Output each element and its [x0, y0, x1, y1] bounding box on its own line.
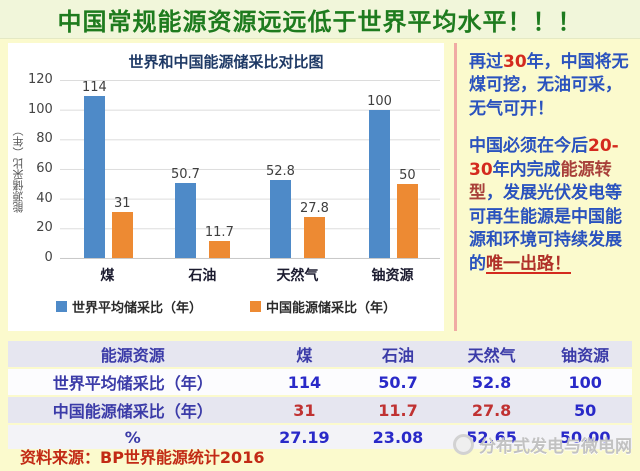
- chart-legend: 世界平均储采比（年） 中国能源储采比（年）: [12, 297, 440, 316]
- cell-world-oil: 50.7: [351, 367, 445, 396]
- chart-body: 能源储采比（年） 120 100 80 60 40 20 0 114: [12, 72, 440, 285]
- content-row: 世界和中国能源储采比对比图 能源储采比（年） 120 100 80 60 40 …: [8, 43, 634, 331]
- chart-title: 世界和中国能源储采比对比图: [128, 53, 324, 71]
- table-row: 世界平均储采比（年） 114 50.7 52.8 100: [8, 367, 632, 396]
- bar-group-oil: 50.7 11.7: [155, 80, 250, 258]
- cell-percent-oil: 23.08: [351, 423, 445, 449]
- bar-group-coal: 114 31: [60, 80, 155, 258]
- bar-china-uranium: 50: [396, 80, 418, 258]
- text-segment: ，发展光伏发电等可再生能源是中国能源和环境可持续发展的: [469, 183, 622, 274]
- energy-data-table: 能源资源 煤 石油 天然气 铀资源 世界平均储采比（年） 114 50.7 52…: [8, 339, 632, 449]
- bar-china-coal-rect: [111, 212, 133, 258]
- bar-world-coal: 114: [82, 80, 107, 258]
- row-label-china: 中国能源储采比（年）: [8, 395, 258, 424]
- commentary-panel: 再过30年，中国将无煤可挖，无油可采，无气可开！ 中国必须在今后20-30年内完…: [454, 43, 634, 331]
- table-row: 中国能源储采比（年） 31 11.7 27.8 50: [8, 395, 632, 424]
- header-coal: 煤: [257, 339, 352, 368]
- bar-value-label: 50: [399, 167, 416, 183]
- bar-world-oil: 50.7: [171, 80, 200, 258]
- legend-item-world: 世界平均储采比（年）: [55, 297, 202, 316]
- cell-world-gas: 52.8: [444, 367, 539, 396]
- highlight-20-30-years: 20-30: [469, 136, 619, 180]
- category-axis: 煤 石油 天然气 铀资源: [60, 265, 440, 285]
- chart-panel: 世界和中国能源储采比对比图 能源储采比（年） 120 100 80 60 40 …: [8, 43, 444, 331]
- y-axis-label: 能源储采比（年）: [12, 125, 25, 213]
- table-header-row: 能源资源 煤 石油 天然气 铀资源: [8, 339, 632, 368]
- text-segment: 年，中国将无煤可挖，无油可采，无气可开！: [469, 52, 629, 119]
- legend-swatch-china-icon: [250, 301, 261, 312]
- legend-label-world: 世界平均储采比（年）: [71, 301, 202, 316]
- bar-china-gas-rect: [303, 216, 325, 258]
- plot-wrap: 114 31 50.7: [59, 80, 440, 285]
- y-axis-ticks: 120 100 80 60 40 20 0: [28, 72, 53, 265]
- legend-label-china: 中国能源储采比（年）: [266, 301, 397, 316]
- category-gas: 天然气: [276, 268, 319, 284]
- bar-world-gas-rect: [269, 179, 291, 258]
- bar-china-oil-rect: [208, 240, 230, 258]
- bar-value-label: 50.7: [170, 166, 200, 182]
- bar-group-gas: 52.8 27.8: [250, 80, 345, 258]
- bar-china-oil: 11.7: [205, 80, 234, 258]
- cell-china-uranium: 50: [538, 395, 632, 424]
- category-oil: 石油: [188, 268, 217, 284]
- title-band: 中国常规能源资源远远低于世界平均水平！！！: [0, 0, 640, 39]
- plot-area: 114 31 50.7: [59, 80, 440, 259]
- bar-value-label: 27.8: [299, 200, 329, 216]
- header-uranium: 铀资源: [538, 339, 632, 368]
- bar-value-label: 11.7: [204, 224, 234, 240]
- source-citation: 资料来源：BP世界能源统计2016: [20, 448, 265, 467]
- watermark-text: 分布式发电与微电网: [479, 437, 632, 457]
- cell-china-coal: 31: [257, 395, 352, 424]
- bar-china-uranium-rect: [396, 183, 418, 258]
- bar-china-coal: 31: [111, 80, 133, 258]
- category-coal: 煤: [100, 268, 115, 284]
- header-oil: 石油: [351, 339, 445, 368]
- bar-value-label: 31: [113, 196, 131, 212]
- cell-percent-uranium: 50.00: [538, 423, 632, 449]
- legend-swatch-world-icon: [55, 301, 67, 312]
- slide-title: 中国常规能源资源远远低于世界平均水平！！！: [57, 7, 583, 36]
- bar-world-uranium: 100: [367, 80, 392, 258]
- highlight-energy-transition: 能源转型: [469, 159, 612, 204]
- category-uranium: 铀资源: [371, 268, 414, 284]
- bar-value-label: 100: [367, 93, 392, 109]
- watermark: 分布式发电与微电网: [453, 432, 632, 457]
- cell-china-gas: 27.8: [444, 395, 539, 424]
- commentary-paragraph-1: 再过30年，中国将无煤可挖，无油可采，无气可开！: [469, 51, 632, 121]
- bar-china-gas: 27.8: [300, 80, 329, 258]
- cell-world-uranium: 100: [538, 367, 632, 396]
- bar-value-label: 52.8: [265, 163, 295, 179]
- cell-china-oil: 11.7: [351, 395, 445, 424]
- legend-item-china: 中国能源储采比（年）: [250, 297, 396, 316]
- text-segment: 中国必须在今后: [469, 136, 588, 157]
- text-segment: 年内完成: [492, 159, 561, 180]
- bar-world-coal-rect: [83, 96, 105, 258]
- watermark-logo-icon: [453, 434, 474, 455]
- header-gas: 天然气: [444, 339, 539, 368]
- header-resource: 能源资源: [8, 339, 258, 368]
- bar-world-uranium-rect: [368, 109, 390, 258]
- bar-world-oil-rect: [174, 182, 196, 258]
- highlight-30-years: 30: [503, 52, 527, 72]
- bar-group-uranium: 100 50: [345, 80, 440, 258]
- bar-value-label: 114: [81, 80, 107, 95]
- table-row: % 27.19 23.08 52.65 50.00: [8, 423, 632, 449]
- bar-world-gas: 52.8: [266, 80, 295, 258]
- cell-world-coal: 114: [257, 367, 352, 396]
- row-label-world: 世界平均储采比（年）: [8, 367, 258, 396]
- text-segment: 再过: [469, 52, 503, 72]
- row-label-percent: %: [8, 423, 258, 449]
- cell-percent-coal: 27.19: [257, 423, 352, 449]
- highlight-only-way-out: 唯一出路！: [486, 253, 571, 274]
- commentary-paragraph-2: 中国必须在今后20-30年内完成能源转型，发展光伏发电等可再生能源是中国能源和环…: [469, 135, 632, 276]
